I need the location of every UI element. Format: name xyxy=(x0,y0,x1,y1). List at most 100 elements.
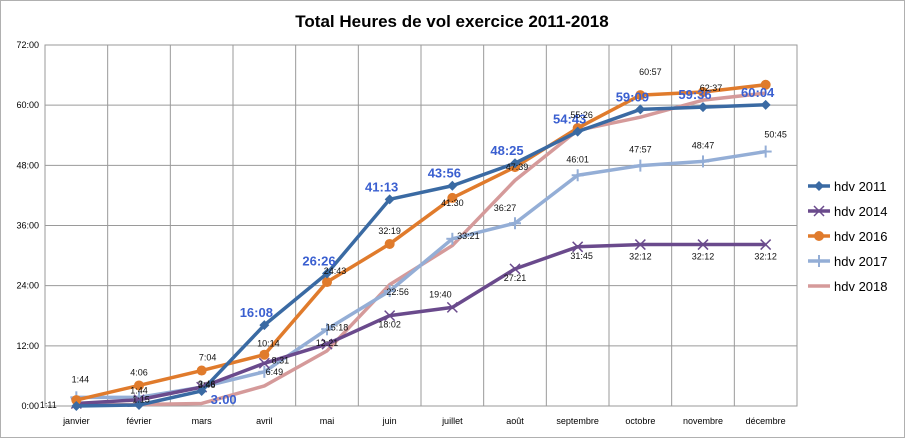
data-label: 50:45 xyxy=(764,130,787,140)
data-point xyxy=(259,349,270,360)
x-tick-label: juillet xyxy=(441,416,463,426)
x-tick-label: décembre xyxy=(746,416,786,426)
data-label: 46:01 xyxy=(566,154,589,164)
data-label: 1:44 xyxy=(72,374,90,384)
data-label: 32:12 xyxy=(629,252,652,262)
legend-label: hdv 2011 xyxy=(834,179,887,194)
data-label: 32:12 xyxy=(754,252,777,262)
legend-item: hdv 2014 xyxy=(808,204,888,219)
legend-label: hdv 2014 xyxy=(834,204,888,219)
data-label: 16:08 xyxy=(240,305,273,320)
x-tick-label: novembre xyxy=(683,416,723,426)
data-label: 3:46 xyxy=(198,380,216,390)
data-point xyxy=(760,79,771,90)
data-point xyxy=(322,268,332,279)
data-point xyxy=(634,159,647,172)
marker-stroke xyxy=(446,301,458,313)
data-point xyxy=(322,277,332,288)
marker-stroke xyxy=(634,239,646,251)
data-label: 31:45 xyxy=(570,251,593,261)
data-label: 18:02 xyxy=(378,320,401,330)
data-label: 24:43 xyxy=(324,266,347,276)
data-label: 47:57 xyxy=(629,145,652,155)
legend-label: hdv 2016 xyxy=(834,229,888,244)
y-tick-label: 12:00 xyxy=(16,341,39,351)
data-label: 48:47 xyxy=(692,140,715,150)
data-point xyxy=(321,323,333,336)
data-point xyxy=(572,241,584,253)
x-tick-label: janvier xyxy=(62,416,90,426)
data-label: 41:13 xyxy=(365,179,398,194)
data-point xyxy=(571,169,584,182)
data-point xyxy=(71,395,82,406)
data-point xyxy=(760,239,772,251)
legend-item: hdv 2011 xyxy=(808,179,887,194)
data-label: 41:30 xyxy=(441,198,464,208)
data-label: 22:56 xyxy=(386,287,409,297)
data-point xyxy=(509,263,521,275)
data-label: 60:57 xyxy=(639,67,662,77)
y-tick-label: 60:00 xyxy=(16,100,39,110)
data-label: 1:11 xyxy=(40,400,57,410)
marker-stroke xyxy=(760,239,772,251)
legend-label: hdv 2018 xyxy=(834,279,888,294)
data-point xyxy=(383,285,396,298)
data-point xyxy=(384,238,395,249)
data-label: 32:12 xyxy=(692,252,715,262)
data-label: 48:25 xyxy=(490,143,523,158)
legend-item: hdv 2017 xyxy=(808,254,888,269)
x-tick-label: juin xyxy=(382,416,397,426)
data-label: 8:31 xyxy=(272,355,290,365)
y-tick-label: 72:00 xyxy=(16,40,39,50)
data-label: 4:06 xyxy=(130,367,148,377)
data-label: 6:49 xyxy=(266,367,284,377)
legend-marker xyxy=(814,181,824,191)
data-label: 12:21 xyxy=(316,338,339,348)
x-tick-label: mai xyxy=(320,416,335,426)
data-label: 47:39 xyxy=(506,162,529,172)
data-label: 55:26 xyxy=(570,110,593,120)
marker-stroke xyxy=(509,263,521,275)
data-point xyxy=(321,338,333,350)
data-point xyxy=(509,217,521,230)
legend-marker xyxy=(814,231,824,241)
marker-stroke xyxy=(384,310,396,322)
data-point xyxy=(510,158,520,169)
y-tick-label: 36:00 xyxy=(16,221,39,231)
data-label: 1:44 xyxy=(130,385,148,395)
legend-marker xyxy=(813,205,825,217)
data-point xyxy=(760,99,771,110)
data-point xyxy=(258,357,270,369)
data-point xyxy=(635,90,646,101)
data-point xyxy=(447,180,458,191)
axes: 0:00 12:00 24:00 36:00 48:00 60:00 72:00 janvie… xyxy=(16,40,785,426)
series-hdv-2011 xyxy=(71,99,771,411)
data-label: 36:27 xyxy=(494,203,517,213)
data-label: 59:09 xyxy=(616,89,649,104)
y-tick-label: 48:00 xyxy=(16,160,39,170)
y-tick-label: 24:00 xyxy=(16,281,39,291)
x-tick-label: février xyxy=(126,416,151,426)
data-labels: 3:00 16:08 26:26 41:13 43:56 48:25 54:43 59:09 5… xyxy=(40,67,787,410)
data-label: 3:00 xyxy=(211,392,237,407)
data-label: 1:15 xyxy=(132,395,150,405)
marker-stroke xyxy=(258,357,270,369)
data-label: 3:46 xyxy=(198,379,216,389)
data-point xyxy=(384,310,396,322)
legend-label: hdv 2017 xyxy=(834,254,888,269)
x-tick-label: octobre xyxy=(625,416,655,426)
x-tick-label: mars xyxy=(192,416,212,426)
data-point xyxy=(634,239,646,251)
data-point xyxy=(698,102,708,113)
data-point xyxy=(71,401,82,411)
data-point xyxy=(635,104,646,115)
data-point xyxy=(259,320,270,331)
data-point xyxy=(572,126,583,137)
marker-stroke xyxy=(133,394,145,406)
series-hdv-2016 xyxy=(71,79,771,406)
marker-stroke xyxy=(813,205,825,217)
data-point xyxy=(446,232,459,245)
legend: hdv 2011 hdv 2014 hdv 2016 hdv 2017 hdv 2018 xyxy=(808,179,888,294)
data-point xyxy=(258,365,271,378)
data-label: 26:26 xyxy=(302,253,335,268)
